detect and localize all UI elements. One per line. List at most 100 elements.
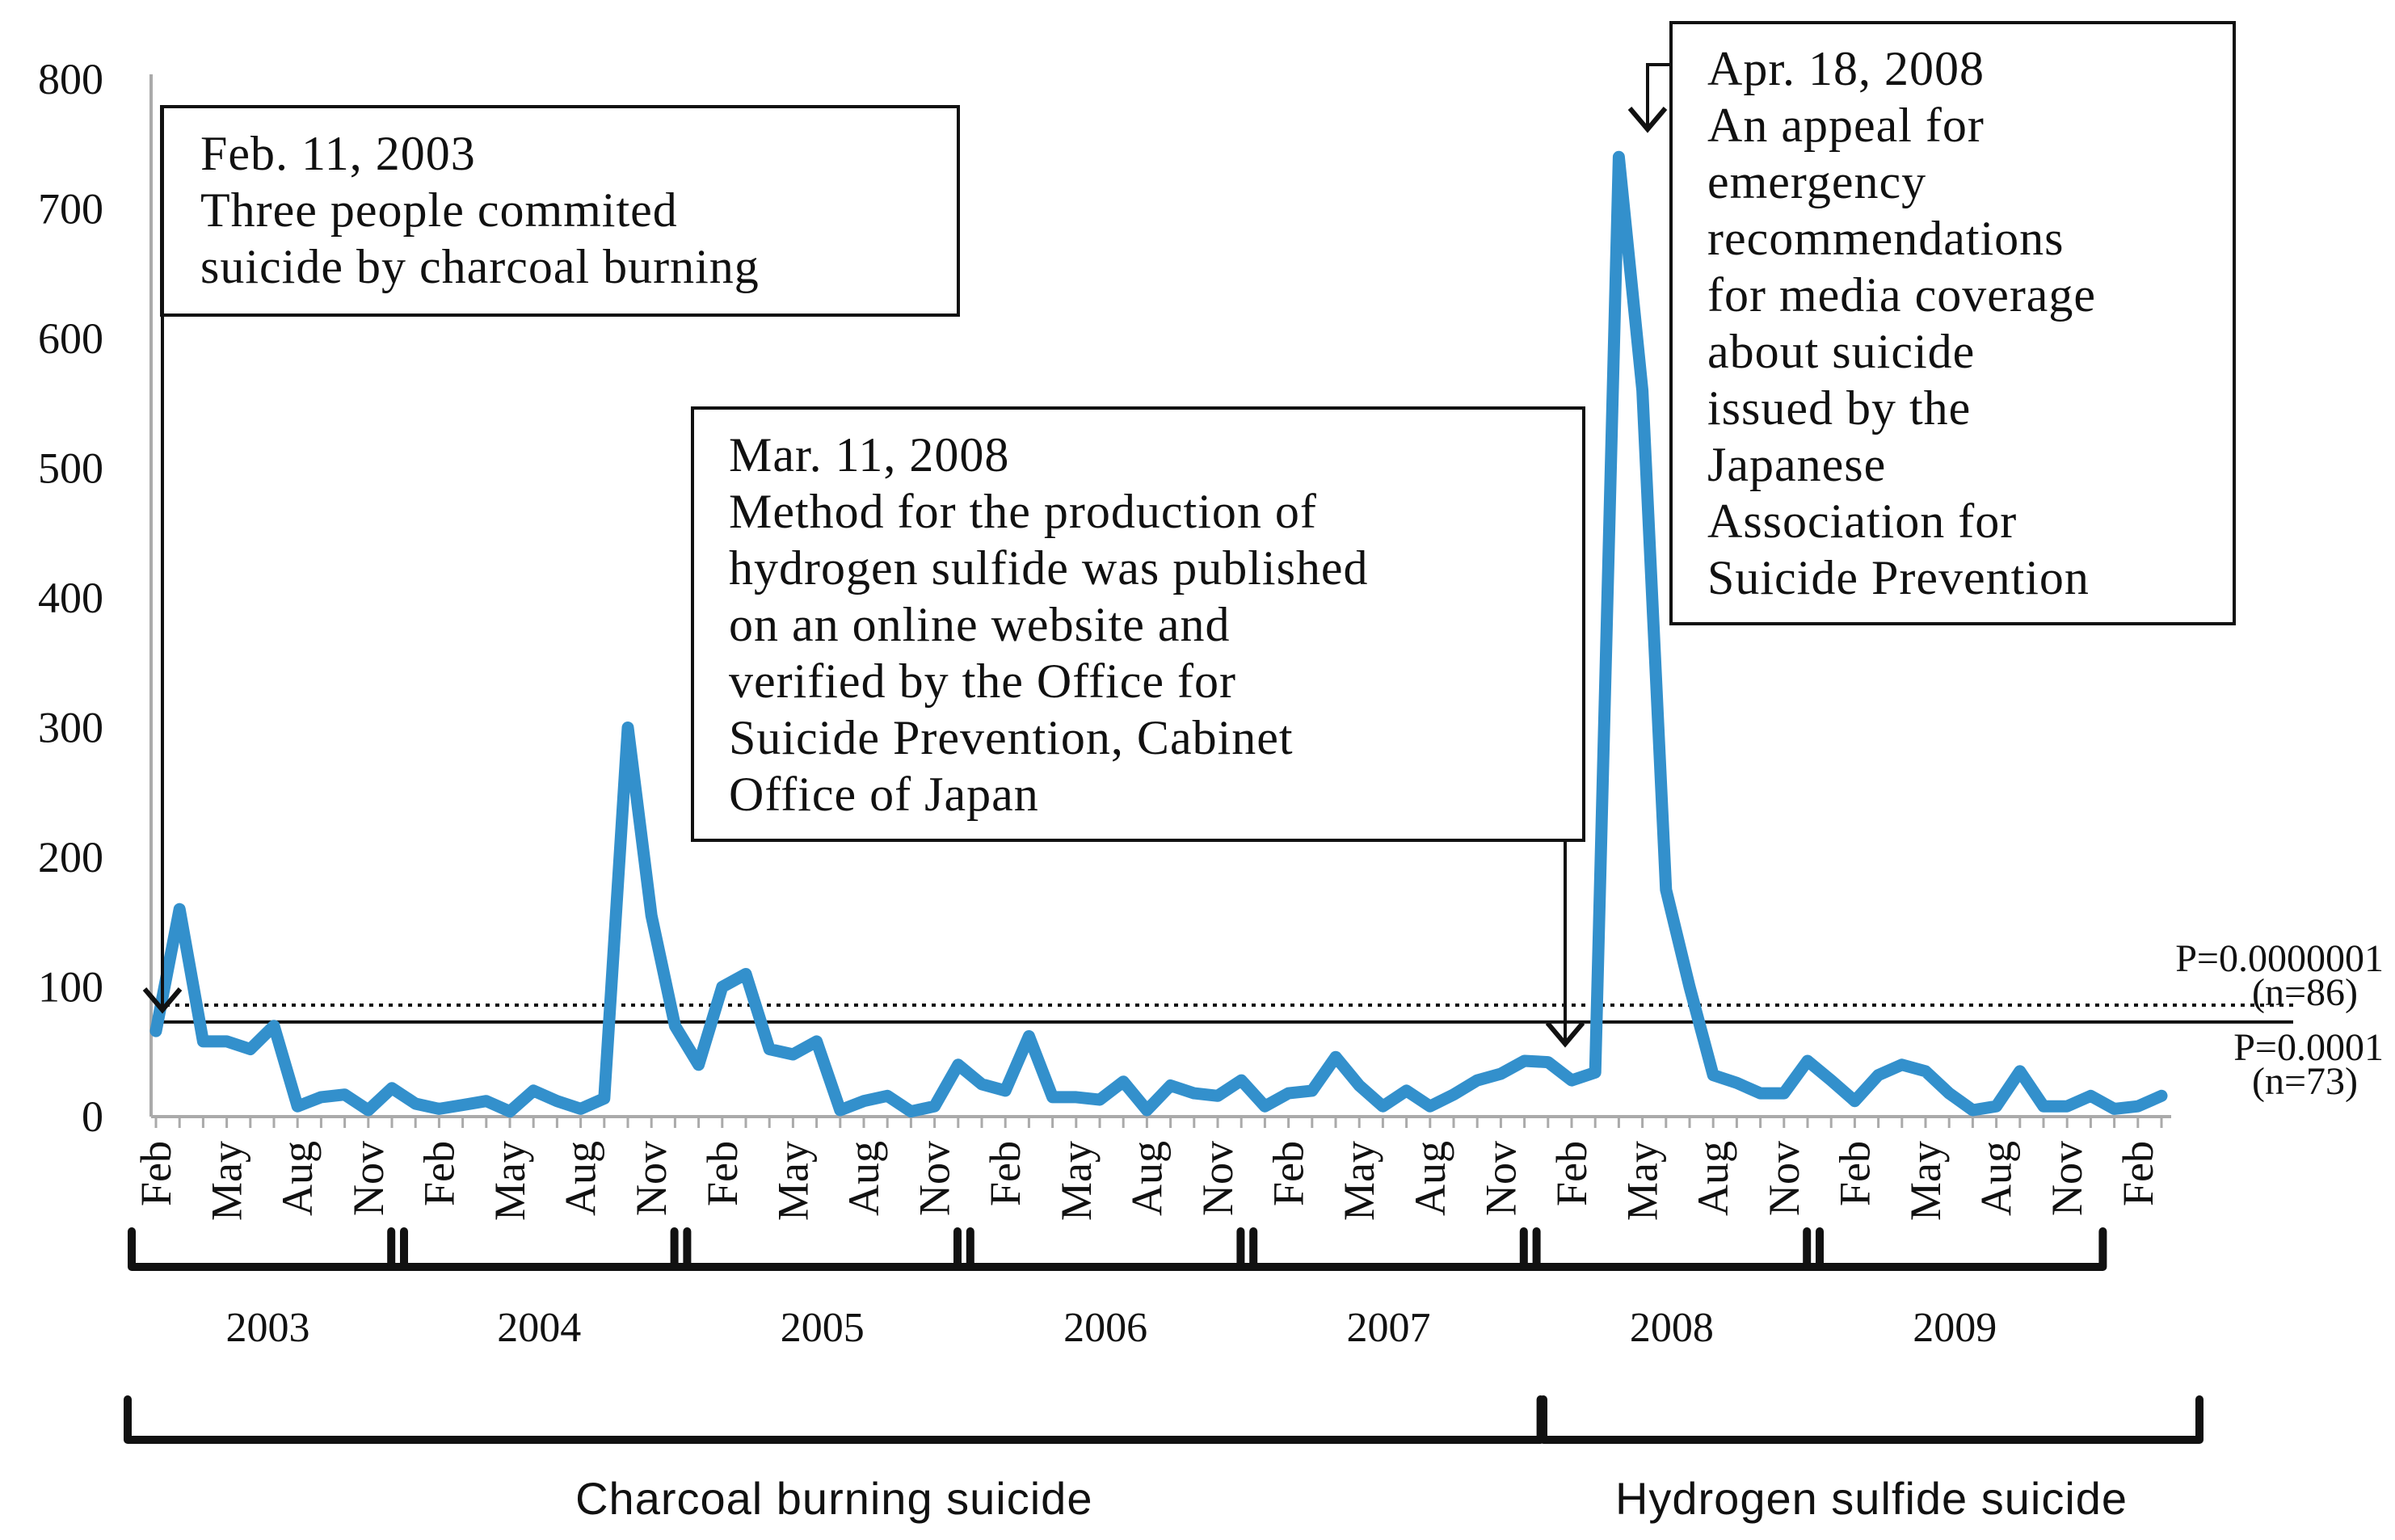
- data-point: [1731, 1077, 1743, 1089]
- year-bracket: [670, 1227, 974, 1271]
- data-point: [905, 1105, 917, 1117]
- data-point: [952, 1058, 964, 1071]
- month-label: Nov: [1476, 1141, 1525, 1216]
- month-label: Nov: [344, 1141, 393, 1216]
- data-point: [386, 1082, 398, 1094]
- arrow-head: [142, 987, 183, 1014]
- period-brackets: Charcoal burning suicide Hydrogen sulfide…: [124, 1395, 2203, 1524]
- data-point: [551, 1095, 563, 1107]
- data-point: [598, 1092, 610, 1105]
- data-point: [976, 1078, 987, 1090]
- period-bracket: [124, 1395, 1545, 1444]
- year-label: 2007: [1347, 1305, 1431, 1351]
- y-tick-label: 800: [38, 55, 103, 103]
- data-point: [1235, 1075, 1248, 1087]
- year-brackets: 2003 2004 2005 2006 2007 2008 2009: [128, 1227, 2107, 1351]
- month-label: Feb: [698, 1141, 747, 1206]
- month-label: Nov: [911, 1141, 959, 1216]
- data-point: [1825, 1075, 1837, 1087]
- data-point: [669, 1020, 681, 1032]
- annotation-box: [691, 406, 1585, 842]
- data-point: [646, 910, 658, 922]
- data-point: [1188, 1088, 1200, 1100]
- threshold-lines: P=0.0000001(n=86) P=0.0001(n=73): [156, 937, 2384, 1103]
- data-point: [716, 981, 728, 993]
- data-point: [787, 1048, 799, 1060]
- data-point: [1589, 1067, 1602, 1079]
- data-point: [150, 1025, 162, 1037]
- data-point: [315, 1091, 327, 1103]
- annotation-text: on an online website and: [729, 598, 1231, 651]
- arrow-head: [1545, 1021, 1585, 1048]
- data-point: [1990, 1100, 2002, 1113]
- data-point: [2038, 1100, 2049, 1113]
- month-label: Nov: [2043, 1141, 2091, 1216]
- data-point: [1920, 1065, 1931, 1077]
- data-point: [1377, 1100, 1389, 1113]
- month-label: May: [1901, 1141, 1950, 1221]
- month-label: Aug: [1122, 1141, 1171, 1216]
- data-point: [1802, 1054, 1813, 1067]
- data-point: [221, 1035, 233, 1047]
- data-point: [197, 1035, 209, 1047]
- data-point: [2132, 1100, 2144, 1113]
- data-point: [1353, 1079, 1366, 1092]
- month-label: Aug: [557, 1141, 605, 1216]
- data-point: [504, 1105, 516, 1117]
- data-point: [1330, 1051, 1341, 1063]
- y-tick-label: 100: [38, 963, 103, 1012]
- annotation-text: Feb. 11, 2003: [200, 127, 476, 180]
- data-point: [1566, 1075, 1577, 1087]
- year-bracket: [387, 1227, 692, 1271]
- data-point: [244, 1043, 256, 1055]
- data-point: [268, 1020, 280, 1032]
- data-point: [928, 1100, 941, 1113]
- month-label: Nov: [1760, 1141, 1808, 1216]
- annotation-text: Three people commited: [200, 183, 678, 237]
- data-point: [882, 1090, 894, 1102]
- data-point: [1282, 1088, 1294, 1100]
- y-tick-label: 300: [38, 704, 103, 752]
- annotation-text: suicide by charcoal burning: [200, 240, 760, 293]
- y-tick-label: 0: [82, 1092, 103, 1141]
- year-bracket: [128, 1227, 408, 1271]
- month-label: Feb: [1265, 1141, 1313, 1206]
- threshold-label: P=0.0000001: [2175, 937, 2384, 980]
- annotation-box: [160, 105, 960, 317]
- data-point: [1424, 1100, 1436, 1113]
- data-point: [1518, 1054, 1530, 1067]
- data-point: [834, 1104, 846, 1116]
- annotation-text: An appeal for: [1707, 99, 1985, 152]
- data-point: [1542, 1056, 1554, 1068]
- month-label: Aug: [1689, 1141, 1737, 1216]
- annotation-text: Apr. 18, 2008: [1707, 42, 1985, 95]
- year-label: 2009: [1913, 1305, 1997, 1351]
- data-point: [1164, 1079, 1176, 1092]
- year-bracket: [1519, 1227, 1824, 1271]
- month-label: Feb: [981, 1141, 1029, 1206]
- threshold-sample-size: (n=86): [2252, 971, 2358, 1014]
- month-label: Aug: [840, 1141, 888, 1216]
- data-point: [2108, 1103, 2120, 1115]
- data-point: [1306, 1084, 1318, 1096]
- data-point: [810, 1035, 823, 1047]
- data-point: [410, 1097, 422, 1109]
- data-point: [1967, 1104, 1979, 1116]
- data-point: [1094, 1094, 1105, 1106]
- month-label: May: [768, 1141, 817, 1221]
- month-labels: Feb May Aug Nov Feb May Aug Nov Feb May Aug Nov Feb M…: [132, 1141, 2162, 1221]
- annotation-text: about suicide: [1707, 325, 1975, 378]
- month-label: May: [1618, 1141, 1667, 1221]
- data-point: [1000, 1084, 1012, 1096]
- data-point: [1118, 1075, 1130, 1088]
- data-series: [149, 150, 2168, 1118]
- annotation-text: for media coverage: [1707, 268, 2096, 322]
- year-bracket: [1236, 1227, 1541, 1271]
- y-tick-label: 700: [38, 185, 103, 234]
- data-point: [1141, 1104, 1153, 1116]
- data-point: [1448, 1088, 1459, 1100]
- data-point: [1259, 1100, 1271, 1113]
- annotation-text: Office of Japan: [729, 768, 1039, 821]
- data-point: [1660, 884, 1672, 896]
- annotation-text: Japanese: [1707, 438, 1886, 491]
